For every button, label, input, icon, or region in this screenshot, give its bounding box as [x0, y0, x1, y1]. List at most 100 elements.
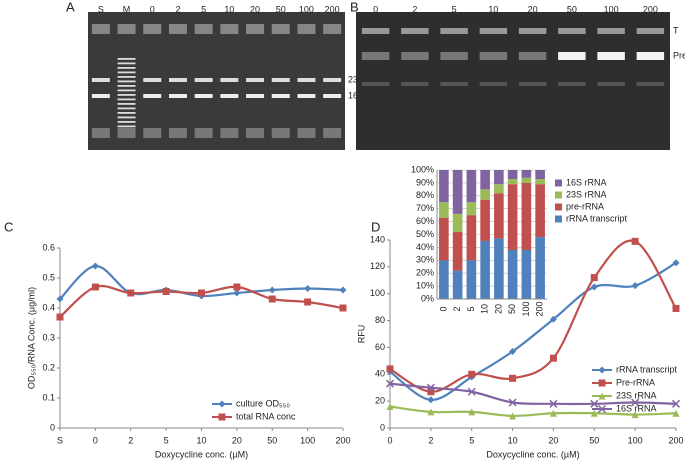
gel-band — [91, 94, 110, 98]
gel-band — [143, 24, 162, 34]
x-tick-label: 0 — [93, 435, 98, 445]
y-tick-label: 0.4 — [42, 302, 55, 312]
bar-segment — [507, 249, 518, 299]
ladder-band — [117, 103, 136, 105]
lane-label: 0 — [150, 4, 155, 14]
marker — [56, 295, 64, 303]
bar-segment — [507, 184, 518, 250]
gel-image — [356, 12, 670, 150]
gel-band — [271, 78, 290, 82]
marker — [631, 282, 639, 290]
ladder-band — [117, 112, 136, 114]
x-tick-label: S — [57, 435, 63, 445]
lane-label: 2 — [412, 4, 417, 14]
marker — [304, 298, 312, 306]
marker — [233, 283, 241, 291]
x-tick-label: 20 — [548, 435, 558, 445]
ladder-band — [117, 107, 136, 110]
bar-segment — [507, 179, 518, 185]
gel-band — [558, 28, 586, 34]
y-tick-label: 50% — [416, 229, 434, 239]
y-tick-label: 0 — [50, 422, 55, 432]
marker — [631, 398, 640, 407]
gel-band — [143, 128, 162, 138]
marker — [198, 289, 205, 297]
y-tick-label: 100% — [411, 164, 434, 174]
gel-band — [323, 128, 342, 138]
panel-letter: B — [350, 0, 359, 14]
lane-label: 200 — [643, 4, 658, 14]
y-axis-label: RFU — [356, 325, 366, 344]
bar-segment — [494, 184, 504, 194]
x-tick-label: 10 — [196, 435, 206, 445]
marker — [509, 374, 517, 382]
lane-label: 10 — [224, 4, 234, 14]
x-tick-label: 50 — [267, 435, 277, 445]
marker — [427, 388, 435, 396]
x-tick-label: 5 — [469, 435, 474, 445]
gel-band — [194, 94, 213, 98]
y-tick-label: 40 — [375, 369, 385, 379]
bar-segment — [535, 170, 545, 180]
bar-segment — [452, 270, 463, 299]
legend-label: culture OD₅₅₀ — [236, 398, 290, 408]
marker — [386, 403, 394, 411]
gel-band — [558, 52, 586, 60]
marker — [590, 274, 598, 282]
gel-band — [168, 24, 187, 34]
lane-label: 2 — [175, 4, 180, 14]
gel-band — [246, 94, 265, 98]
bar-segment — [439, 217, 449, 261]
x-tick-label: 100 — [521, 301, 531, 316]
bar-segment — [452, 170, 463, 214]
x-tick-label: 20 — [232, 435, 242, 445]
marker — [218, 400, 226, 408]
gel-band — [558, 82, 586, 86]
panel-letter: A — [66, 0, 75, 14]
marker — [339, 304, 347, 312]
gel-band — [220, 78, 239, 82]
gel-band — [297, 94, 316, 98]
marker — [91, 262, 99, 270]
bar-segment — [521, 177, 532, 183]
series-line — [389, 382, 677, 406]
ladder-band — [117, 89, 136, 92]
gel-band — [271, 24, 290, 34]
lane-label: 5 — [201, 4, 206, 14]
lane-label: 5 — [452, 4, 457, 14]
legend-label: 16S rRNA — [566, 177, 607, 187]
marker — [233, 289, 241, 297]
legend-swatch — [555, 215, 562, 223]
band-label: Pre — [673, 50, 685, 60]
y-tick-label: 60 — [375, 342, 385, 352]
bar-segment — [494, 170, 504, 185]
marker — [385, 379, 395, 388]
bar-segment — [480, 170, 490, 190]
legend-label: Pre-rRNA — [616, 377, 655, 387]
marker — [549, 315, 557, 323]
x-axis-label: Doxycycline conc. (µM) — [155, 449, 248, 459]
y-tick-label: 0% — [421, 293, 434, 303]
gel-band — [91, 78, 110, 82]
marker — [549, 354, 557, 362]
bar-segment — [466, 260, 477, 299]
marker — [509, 412, 517, 420]
lane-label: 50 — [276, 4, 286, 14]
x-tick-label: 2 — [428, 435, 433, 445]
lane-label: 200 — [325, 4, 340, 14]
x-tick-label: 200 — [535, 301, 545, 316]
bar-segment — [521, 170, 532, 178]
gel-band — [91, 128, 110, 138]
bar-segment — [507, 170, 518, 180]
marker — [597, 404, 607, 414]
ladder-band — [117, 85, 136, 87]
marker — [467, 387, 476, 396]
panel-letter: D — [371, 219, 380, 234]
gel-band — [91, 24, 110, 34]
gel-band — [168, 128, 187, 138]
lane-label: 20 — [250, 4, 260, 14]
panel-letter: C — [4, 219, 13, 234]
gel-band — [479, 82, 508, 86]
ladder-band — [117, 94, 136, 96]
legend-label: 23S rRNA — [616, 390, 657, 400]
